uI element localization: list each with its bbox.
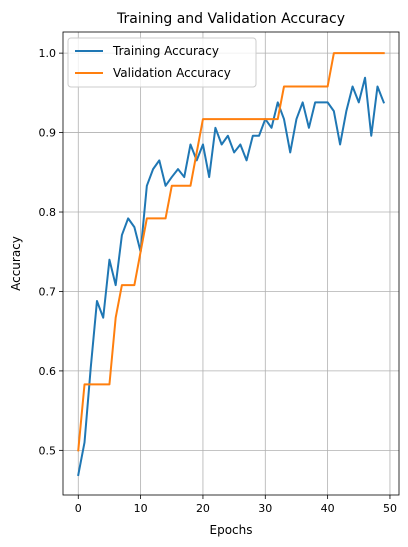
x-axis-ticks: 0 10 20 30 40 50 <box>75 495 397 515</box>
y-tick-label: 0.8 <box>39 206 57 219</box>
y-tick-label: 0.5 <box>39 444 57 457</box>
y-tick-label: 0.7 <box>39 285 57 298</box>
series-layer <box>77 52 386 477</box>
y-tick-label: 1.0 <box>39 47 57 60</box>
validation-accuracy-line <box>77 52 385 452</box>
y-axis-ticks: 0.5 0.6 0.7 0.8 0.9 1.0 <box>39 47 63 457</box>
legend-label-training: Training Accuracy <box>112 44 219 58</box>
plot-frame <box>62 31 400 496</box>
x-tick-label: 0 <box>75 502 82 515</box>
y-tick-label: 0.6 <box>39 365 57 378</box>
training-accuracy-line <box>77 76 386 477</box>
x-tick-label: 10 <box>134 502 148 515</box>
x-tick-label: 30 <box>258 502 272 515</box>
legend-label-validation: Validation Accuracy <box>113 66 231 80</box>
y-axis-label: Accuracy <box>9 236 23 291</box>
x-tick-label: 40 <box>321 502 335 515</box>
x-axis-label: Epochs <box>210 523 253 537</box>
x-tick-label: 50 <box>383 502 397 515</box>
legend: Training Accuracy Validation Accuracy <box>67 37 257 88</box>
y-tick-label: 0.9 <box>39 127 57 140</box>
legend-box <box>67 37 257 88</box>
chart-title: Training and Validation Accuracy <box>116 11 345 27</box>
x-tick-label: 20 <box>196 502 210 515</box>
